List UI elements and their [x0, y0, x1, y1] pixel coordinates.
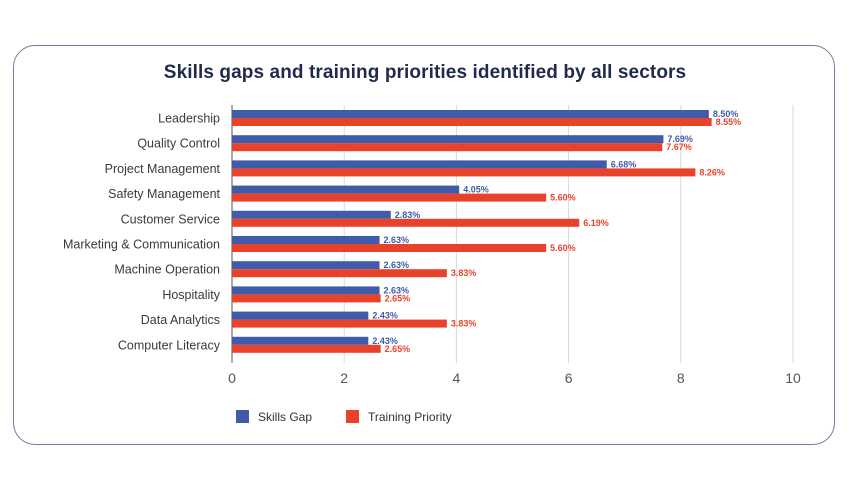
bar — [232, 269, 447, 278]
data-label: 2.63% — [384, 285, 410, 295]
data-label: 7.69% — [667, 134, 693, 144]
x-tick-label: 4 — [453, 370, 461, 386]
x-tick-label: 8 — [677, 370, 685, 386]
category-label: Computer Literacy — [118, 338, 221, 352]
data-label: 2.83% — [395, 210, 421, 220]
bar — [232, 185, 460, 194]
bar — [232, 261, 380, 270]
legend-label: Training Priority — [368, 410, 452, 424]
legend-label: Skills Gap — [258, 410, 312, 424]
bar — [232, 210, 391, 219]
bar — [232, 294, 381, 303]
category-label: Machine Operation — [114, 263, 220, 277]
legend-swatch — [236, 410, 249, 423]
category-label: Leadership — [158, 112, 220, 126]
bar — [232, 218, 580, 227]
data-label: 4.05% — [463, 185, 489, 195]
data-label: 2.65% — [385, 293, 411, 303]
x-tick-label: 10 — [785, 370, 801, 386]
data-label: 5.60% — [550, 243, 576, 253]
bar — [232, 311, 369, 320]
data-label: 2.63% — [384, 260, 410, 270]
category-label: Data Analytics — [141, 313, 220, 327]
legend: Skills Gap Training Priority — [236, 410, 452, 424]
data-label: 2.65% — [385, 344, 411, 354]
data-label: 5.60% — [550, 193, 576, 203]
x-tick-labels: 0 2 4 6 8 10 — [228, 370, 801, 386]
bar — [232, 286, 380, 295]
x-tick-label: 6 — [565, 370, 573, 386]
data-label: 3.83% — [451, 268, 477, 278]
bar — [232, 244, 547, 252]
bar — [232, 193, 547, 202]
x-tick-label: 0 — [228, 370, 236, 386]
bar — [232, 160, 607, 169]
category-label: Quality Control — [137, 137, 220, 151]
data-label: 8.55% — [716, 117, 742, 127]
bars: 8.50%8.55% 7.69%7.67% 6.68% 8.26% 4.05% 5.60%… — [232, 109, 741, 354]
data-label: 2.43% — [372, 336, 398, 346]
bar — [232, 168, 696, 177]
category-label: Safety Management — [108, 187, 220, 201]
data-label: 2.43% — [372, 311, 398, 321]
bar — [232, 236, 380, 244]
data-label: 8.26% — [699, 167, 725, 177]
bar — [232, 118, 712, 126]
bar — [232, 135, 664, 144]
category-label: Project Management — [105, 162, 221, 176]
bar — [232, 143, 663, 152]
data-label: 6.68% — [611, 159, 637, 169]
bar — [232, 110, 709, 118]
data-label: 6.19% — [583, 218, 609, 228]
x-tick-label: 2 — [340, 370, 348, 386]
category-label: Customer Service — [121, 212, 220, 226]
chart-title: Skills gaps and training priorities iden… — [163, 62, 687, 83]
category-labels: Leadership Quality Control Project Managem… — [63, 112, 221, 353]
category-label: Hospitality — [162, 288, 220, 302]
data-label: 7.67% — [666, 142, 692, 152]
data-label: 2.63% — [384, 235, 410, 245]
bar — [232, 336, 369, 345]
data-label: 8.50% — [713, 109, 739, 119]
category-label: Marketing & Communication — [63, 238, 220, 252]
legend-swatch — [346, 410, 359, 423]
data-label: 3.83% — [451, 319, 477, 329]
bar — [232, 319, 447, 328]
bar — [232, 344, 381, 353]
